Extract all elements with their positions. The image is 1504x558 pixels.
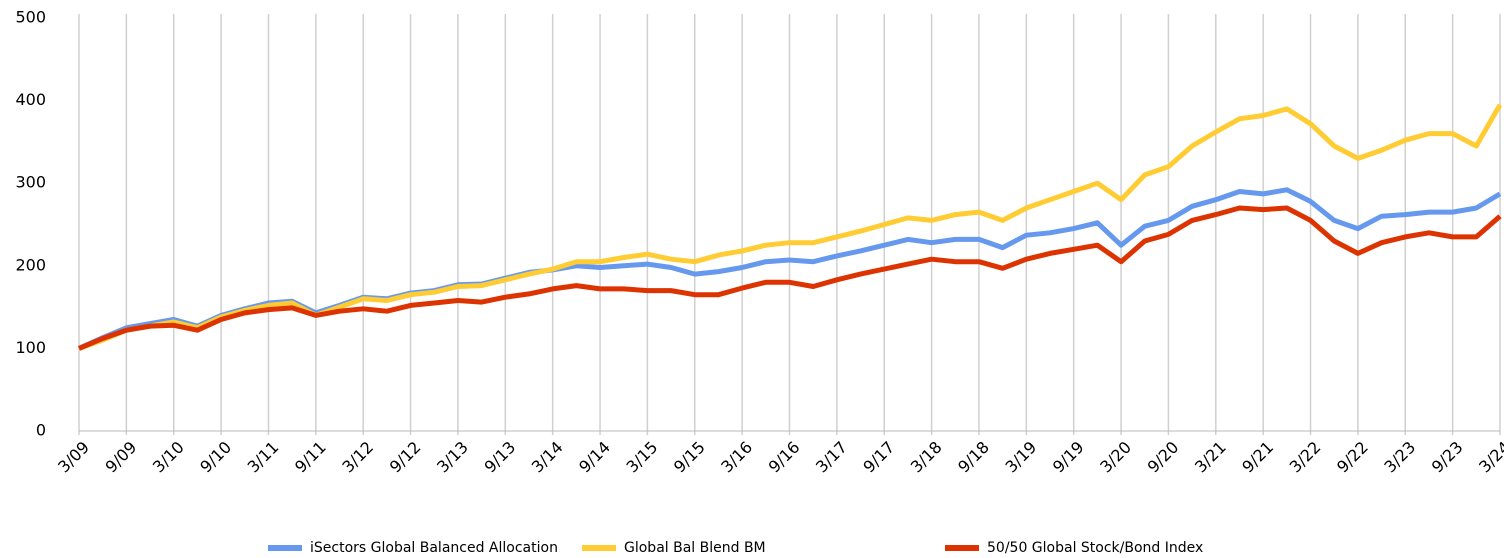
x-tick-label: 9/23 [1428,438,1467,477]
x-tick-label: 3/24 [1475,438,1504,477]
x-tick-label: 3/13 [433,438,472,477]
x-tick-label: 9/16 [765,438,804,477]
x-tick-label: 9/12 [386,438,425,477]
y-tick-label: 100 [15,338,46,357]
legend: iSectors Global Balanced Allocation Globa… [268,540,1203,556]
x-tick-label: 9/22 [1333,438,1372,477]
x-tick-label: 3/14 [528,438,567,477]
y-tick-label: 400 [15,90,46,109]
x-tick-label: 3/18 [907,438,946,477]
x-tick-label: 3/12 [338,438,377,477]
x-tick-label: 9/09 [102,438,141,477]
x-tick-label: 3/23 [1380,438,1419,477]
x-tick-label: 3/19 [1001,438,1040,477]
x-tick-label: 9/15 [670,438,709,477]
legend-label: 50/50 Global Stock/Bond Index [987,540,1203,556]
x-tick-label: 3/22 [1286,438,1325,477]
x-tick-label: 3/15 [623,438,662,477]
x-tick-label: 9/20 [1144,438,1183,477]
y-tick-label: 500 [15,8,46,27]
x-tick-label: 9/11 [291,438,330,477]
x-tick-label: 9/10 [196,438,235,477]
x-tick-label: 3/17 [812,438,851,477]
x-tick-label: 3/20 [1096,438,1135,477]
legend-label: iSectors Global Balanced Allocation [310,540,558,556]
x-tick-label: 9/19 [1049,438,1088,477]
x-tick-label: 9/18 [954,438,993,477]
x-tick-label: 3/16 [717,438,756,477]
x-tick-label: 3/10 [149,438,188,477]
x-tick-label: 3/09 [54,438,93,477]
x-tick-label: 9/17 [859,438,898,477]
y-tick-label: 300 [15,173,46,192]
x-tick-label: 9/14 [575,438,614,477]
y-tick-label: 0 [36,421,46,440]
y-tick-label: 200 [15,255,46,274]
x-tick-label: 9/21 [1238,438,1277,477]
x-tick-label: 9/13 [480,438,519,477]
x-tick-label: 3/21 [1191,438,1230,477]
x-tick-label: 3/11 [244,438,283,477]
legend-label: Global Bal Blend BM [624,540,766,556]
series-line [78,205,1502,351]
